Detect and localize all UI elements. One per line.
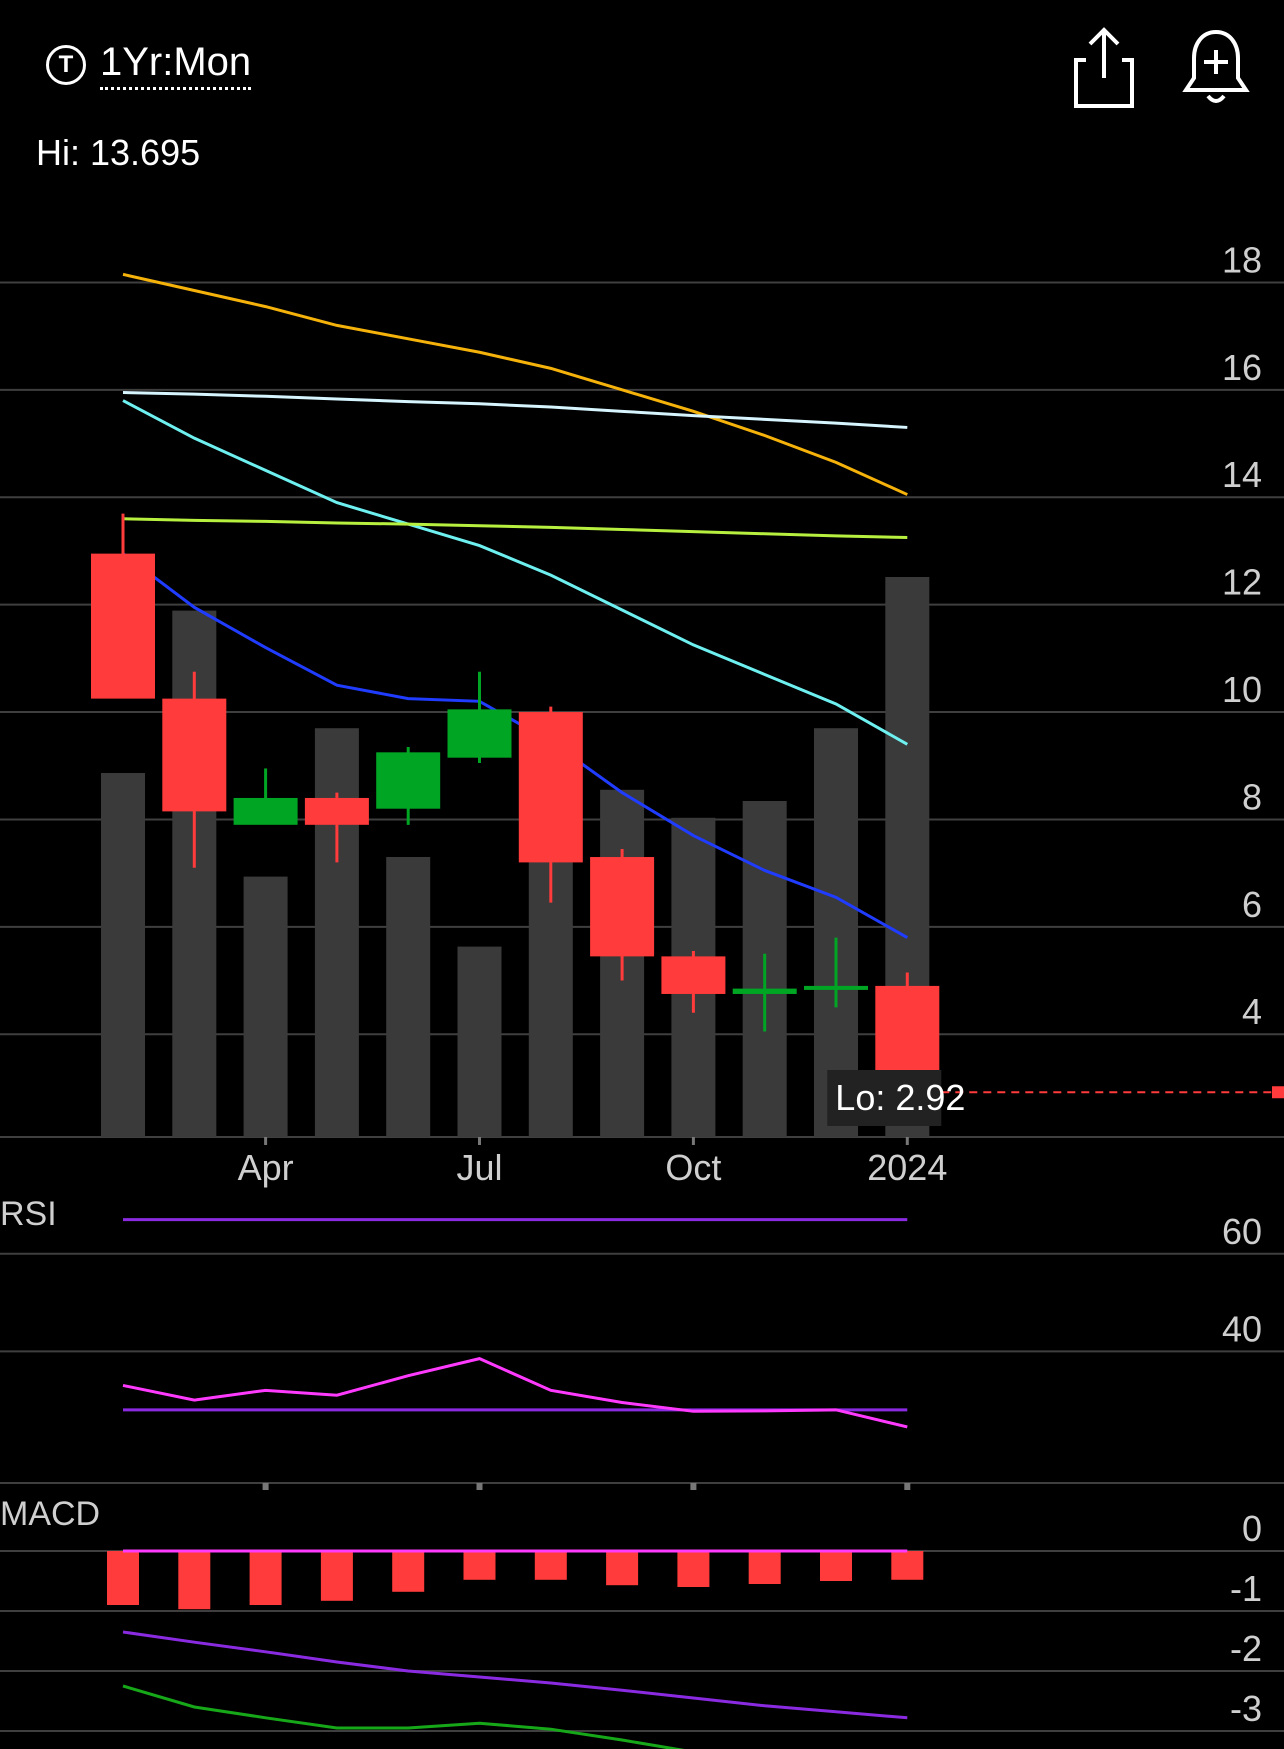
x-tick-label: Apr <box>238 1147 294 1188</box>
macd-tick-label: -1 <box>1230 1568 1262 1609</box>
rsi-x-tick <box>904 1483 911 1490</box>
rsi-tick-label: 60 <box>1222 1211 1262 1252</box>
timeframe-selector[interactable]: T 1Yr:Mon <box>46 40 252 90</box>
candle-body <box>447 709 512 758</box>
rsi-tick-label: 40 <box>1222 1308 1262 1349</box>
moving-average-line <box>122 272 908 496</box>
candle-body <box>518 712 583 863</box>
y-tick-label: 4 <box>1242 991 1262 1032</box>
moving-average-line <box>122 399 909 746</box>
x-tick-label: Oct <box>665 1147 721 1188</box>
moving-average-line <box>122 391 908 429</box>
macd-histogram-bar <box>249 1551 282 1605</box>
candle-body <box>661 956 726 994</box>
bell-plus-icon[interactable] <box>1180 26 1252 110</box>
moving-average-line <box>122 552 909 939</box>
macd-histogram-bar <box>107 1551 139 1605</box>
rsi-title: RSI <box>0 1195 57 1233</box>
macd-histogram-bar <box>320 1551 353 1601</box>
x-tick-label: 2024 <box>867 1147 947 1188</box>
y-tick-label: 6 <box>1242 884 1262 925</box>
macd-tick-label: -2 <box>1230 1628 1262 1669</box>
y-tick-label: 12 <box>1222 562 1262 603</box>
macd-histogram-bar <box>463 1551 496 1580</box>
candle-body <box>304 797 369 825</box>
moving-average-line <box>122 517 908 540</box>
y-tick-label: 10 <box>1222 669 1262 710</box>
low-label-box <box>827 1070 942 1126</box>
timeframe-icon: T <box>46 45 86 85</box>
macd-tick-label: -3 <box>1230 1688 1262 1729</box>
macd-secondary-line <box>122 1684 685 1749</box>
macd-tick-label: 0 <box>1242 1508 1262 1549</box>
volume-bar <box>814 728 858 1137</box>
candle-body <box>732 988 797 994</box>
volume-bar <box>457 946 502 1137</box>
volume-bar <box>243 876 288 1137</box>
macd-histogram-bar <box>891 1551 924 1580</box>
share-icon[interactable] <box>1072 26 1144 110</box>
low-label: Lo: 2.92 <box>835 1077 965 1118</box>
candle-body <box>590 857 655 957</box>
macd-histogram-bar <box>534 1551 567 1580</box>
y-tick-label: 16 <box>1222 347 1262 388</box>
candle-body <box>376 752 441 809</box>
macd-line <box>122 1630 908 1720</box>
timeframe-label[interactable]: 1Yr:Mon <box>100 40 252 90</box>
candle-body <box>91 553 155 699</box>
y-tick-label: 8 <box>1242 776 1262 817</box>
y-tick-label: 18 <box>1222 239 1262 280</box>
x-tick-label: Jul <box>456 1147 502 1188</box>
macd-histogram-bar <box>606 1551 639 1586</box>
volume-bar <box>101 773 145 1137</box>
volume-bar <box>314 728 359 1137</box>
high-label: Hi: 13.695 <box>36 132 201 173</box>
macd-title: MACD <box>0 1495 100 1533</box>
macd-histogram-bar <box>748 1551 781 1584</box>
candle-body <box>804 985 868 990</box>
rsi-x-tick <box>690 1483 697 1490</box>
last-price-marker <box>1272 1086 1284 1099</box>
volume-bar <box>386 857 431 1137</box>
rsi-line <box>122 1357 908 1429</box>
macd-histogram-bar <box>392 1551 425 1592</box>
candle-body <box>233 797 298 825</box>
macd-histogram-bar <box>178 1551 211 1610</box>
rsi-x-tick <box>262 1483 269 1490</box>
y-tick-label: 14 <box>1222 454 1262 495</box>
macd-histogram-bar <box>820 1551 852 1581</box>
chart-header: T 1Yr:Mon Hi: 13.695 <box>0 0 1284 200</box>
candle-body <box>162 698 227 812</box>
rsi-x-tick <box>476 1483 483 1490</box>
macd-histogram-bar <box>677 1551 710 1587</box>
